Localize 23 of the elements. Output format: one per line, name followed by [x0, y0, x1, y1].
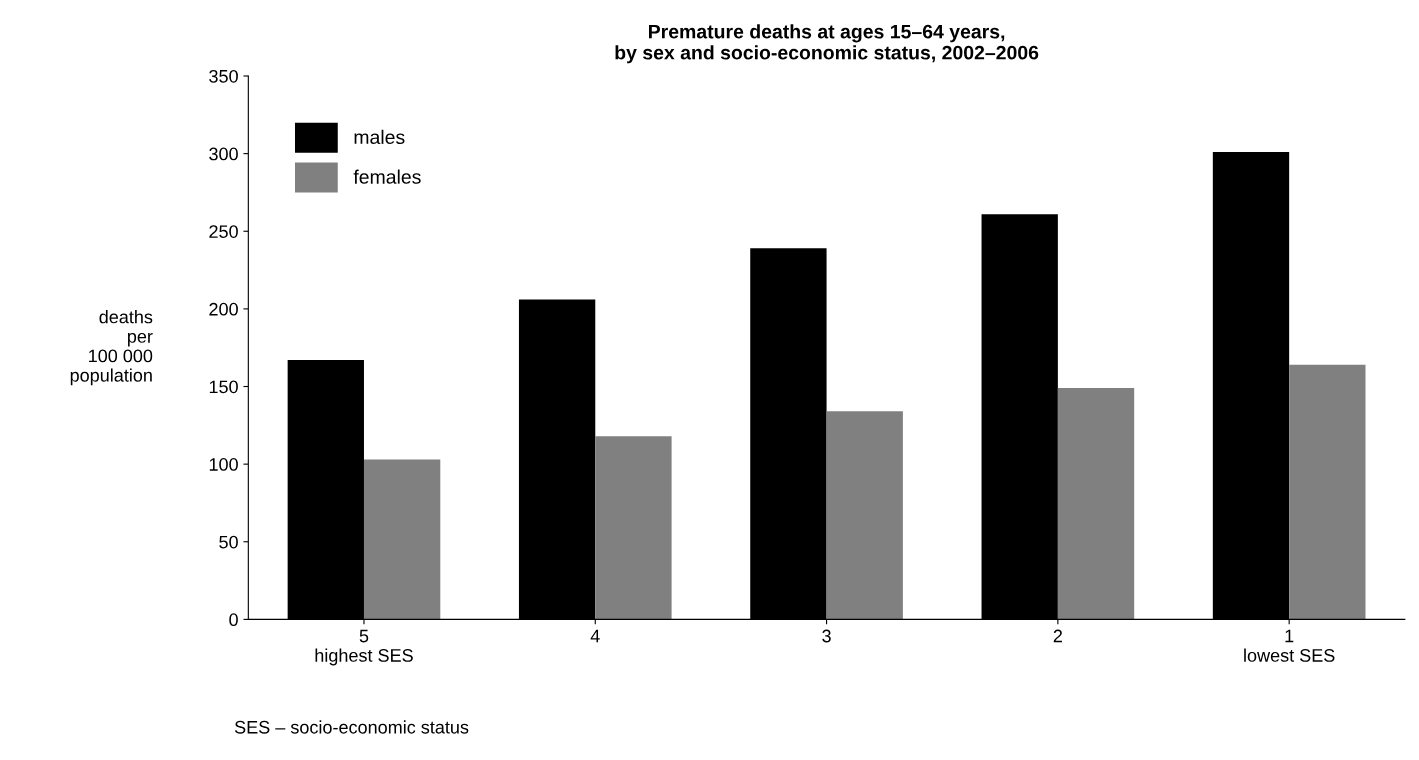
x-tick-label: 5 highest SES	[315, 629, 413, 666]
legend-label: males	[354, 129, 405, 145]
y-tick-label: 350	[209, 69, 238, 83]
y-tick-label: 100	[209, 458, 238, 471]
y-tick-label: 200	[209, 302, 238, 316]
bar	[826, 411, 903, 620]
x-tick-label: 1 lowest SES	[1244, 629, 1335, 662]
bar	[1289, 364, 1366, 620]
x-tick-label: 4	[590, 629, 600, 643]
y-tick-label: 300	[209, 147, 238, 161]
bar	[1057, 388, 1135, 620]
legend-label: females	[353, 169, 421, 184]
bar	[595, 436, 672, 620]
text: SES – socio-economic status	[234, 720, 469, 734]
y-tick-label: 250	[209, 225, 238, 238]
y-axis-title: deaths per 100 000 population	[70, 310, 153, 386]
y-tick-label: 150	[209, 380, 238, 394]
x-tick-label: 3	[822, 629, 831, 643]
y-tick-label: 50	[219, 535, 238, 549]
y-tick-label: 0	[229, 613, 238, 627]
chart-title: Premature deaths at ages 15–64 years, by sex and socio-economic status, 2002–2006	[615, 24, 1039, 64]
x-tick-label: 2	[1053, 629, 1062, 643]
bar	[363, 459, 441, 620]
